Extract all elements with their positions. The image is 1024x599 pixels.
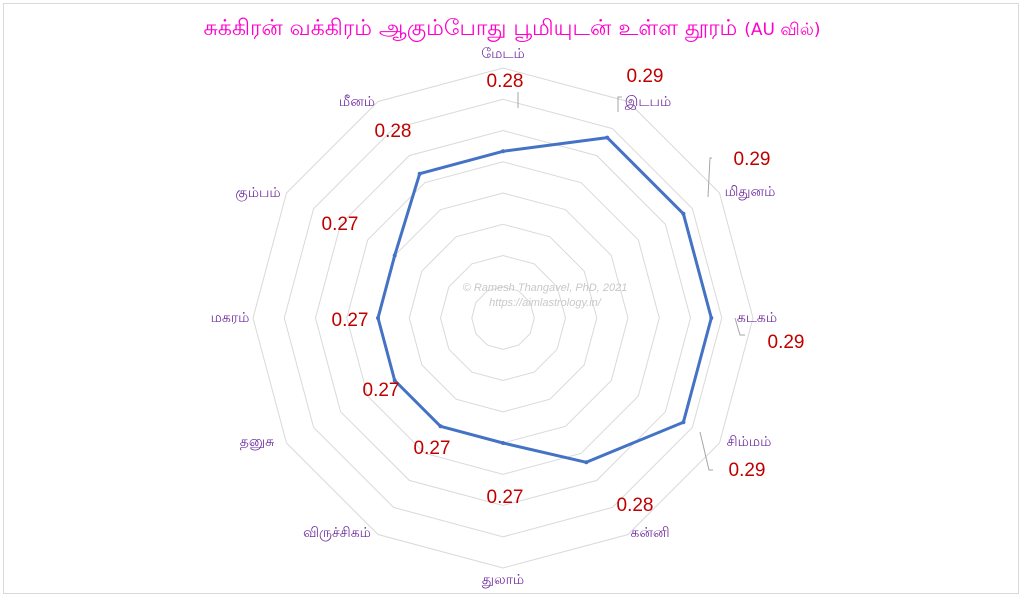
data-point <box>417 171 422 176</box>
category-label: கும்பம் <box>235 185 280 202</box>
category-label: விருச்சிகம் <box>303 525 371 541</box>
grid-ring <box>346 161 660 475</box>
data-label: 0.28 <box>375 121 412 142</box>
data-point <box>605 135 610 140</box>
data-label: 0.27 <box>322 214 359 235</box>
grid-ring <box>283 98 723 538</box>
category-label: கடகம் <box>737 310 777 326</box>
data-point <box>501 441 505 445</box>
leader-line <box>734 317 745 336</box>
chart-frame <box>3 3 1019 594</box>
label-layer: மேடம் இடபம் மிதுனம் கடகம் சிம்மம் கன்னி துலாம்… <box>211 46 805 588</box>
data-label: 0.29 <box>768 332 805 353</box>
chart-title: சுக்கிரன் வக்கிரம் ஆகும்போது பூமியுடன் உ… <box>0 16 1024 44</box>
category-label: துலாம் <box>482 572 524 588</box>
watermark-line-2: https://aimlastrology.in/ <box>489 297 602 309</box>
category-label: மகரம் <box>211 310 250 326</box>
data-label: 0.29 <box>627 66 664 87</box>
series-layer <box>376 135 714 465</box>
category-label: இடபம் <box>625 94 671 110</box>
grid-ring <box>314 129 692 507</box>
data-point <box>392 253 397 258</box>
watermark: © Ramesh Thangavel, PhD, 2021 https://ai… <box>463 282 628 309</box>
grid-ring <box>408 223 598 413</box>
category-label: சிம்மம் <box>727 434 772 450</box>
data-point <box>681 420 686 425</box>
data-point <box>584 460 589 465</box>
grid-ring <box>471 286 535 350</box>
category-label: மீனம் <box>339 94 375 110</box>
grid-ring <box>252 67 754 569</box>
data-label: 0.28 <box>617 495 654 516</box>
data-point <box>709 316 714 320</box>
data-label: 0.27 <box>363 380 400 401</box>
category-label: தனுசு <box>240 434 275 450</box>
leader-line <box>699 431 713 471</box>
data-point <box>438 424 443 429</box>
watermark-line-1: © Ramesh Thangavel, PhD, 2021 <box>463 282 628 294</box>
data-label: 0.29 <box>729 460 766 481</box>
leader-line <box>707 157 712 198</box>
data-point <box>501 149 505 154</box>
data-label: 0.27 <box>487 487 524 508</box>
data-point <box>376 316 380 320</box>
data-point <box>392 378 397 383</box>
chart-title-unit: (AU வில்) <box>744 20 821 40</box>
category-label: மிதுனம் <box>725 184 776 200</box>
leader-line <box>617 96 622 112</box>
data-point <box>681 211 686 216</box>
data-label: 0.27 <box>332 310 369 331</box>
category-label: கன்னி <box>630 525 669 541</box>
data-label: 0.27 <box>414 438 451 459</box>
data-label: 0.29 <box>734 149 771 170</box>
grid-ring <box>377 192 629 444</box>
chart-title-text: சுக்கிரன் வக்கிரம் ஆகும்போது பூமியுடன் உ… <box>203 16 738 41</box>
grid-ring <box>439 254 567 382</box>
category-label: மேடம் <box>481 46 525 62</box>
data-label: 0.28 <box>487 71 524 92</box>
